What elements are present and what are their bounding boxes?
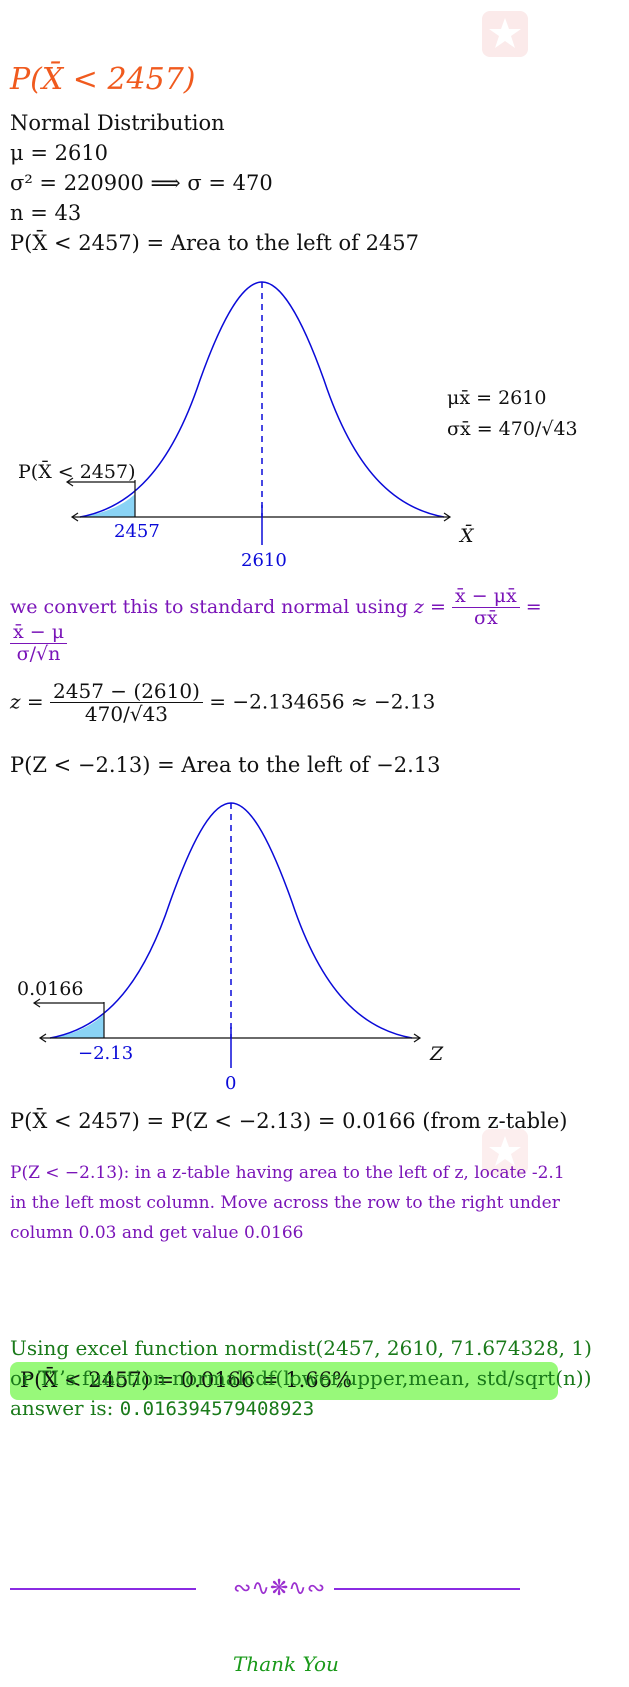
table-note-line-3: column 0.03 and get value 0.0166 xyxy=(10,1223,304,1243)
excel-answer-value: 0.016394579408923 xyxy=(119,1398,315,1420)
graph1-left-value: 2457 xyxy=(114,521,160,542)
answer-box xyxy=(10,1362,558,1400)
convert-fraction-2: x̄ − μ σ/√n xyxy=(10,622,68,666)
watermark-logo-icon xyxy=(482,11,528,57)
result-line: P(X̄ < 2457) = P(Z < −2.13) = 0.0166 (fr… xyxy=(10,1109,568,1133)
graph2-axis-label: Z xyxy=(430,1043,444,1065)
footer-rule-right xyxy=(334,1588,520,1590)
convert-den2: σ/√n xyxy=(16,642,61,665)
normal-curve-graph-2 xyxy=(32,802,422,1068)
z-calc-eq: z = xyxy=(10,689,44,714)
sigma-value: σ² = 220900 ⟹ σ = 470 xyxy=(10,171,273,195)
footer-rule-left xyxy=(10,1588,196,1590)
watermark-logo-icon-2 xyxy=(482,1129,528,1175)
final-answer: P(X̄ < 2457) = 0.0166 = 1.66% xyxy=(20,1368,352,1392)
n-value: n = 43 xyxy=(10,201,82,225)
z-calc-num: 2457 − (2610) xyxy=(50,680,203,703)
graph2-prob-label: 0.0166 xyxy=(17,978,84,1000)
thank-you-text: Thank You xyxy=(233,1652,339,1676)
excel-answer-label: answer is: xyxy=(10,1396,114,1420)
convert-eq: = xyxy=(525,595,542,618)
footer-ornament-icon: ∾∿❋∿∾ xyxy=(233,1576,326,1601)
graph2-mean-value: 0 xyxy=(225,1073,237,1094)
graph1-mu-xbar: μx̄ = 2610 xyxy=(447,387,547,409)
excel-line-1: Using excel function normdist(2457, 2610… xyxy=(10,1336,592,1360)
z-calc-den: 470/√43 xyxy=(84,702,168,726)
excel-line-2: or TI’s function normalcdf(lower,upper,m… xyxy=(10,1366,592,1390)
shaded-area-2 xyxy=(50,1014,104,1038)
table-note-line-2: in the left most column. Move across the… xyxy=(10,1193,560,1213)
distribution-label: Normal Distribution xyxy=(10,111,225,135)
convert-statement-2: x̄ − μ σ/√n xyxy=(10,622,68,666)
z-calculation: z = 2457 − (2610) 470/√43 = −2.134656 ≈ … xyxy=(10,680,435,726)
convert-den1: σx̄ xyxy=(473,606,498,629)
table-note-line-1: P(Z < −2.13): in a z-table having area t… xyxy=(10,1163,565,1183)
graph2-left-value: −2.13 xyxy=(78,1043,134,1064)
z-calc-result: = −2.134656 ≈ −2.13 xyxy=(209,689,436,714)
z-probability-statement: P(Z < −2.13) = Area to the left of −2.13 xyxy=(10,753,441,777)
convert-z-eq: z = xyxy=(413,595,446,618)
graph1-axis-label: X̄ xyxy=(460,525,474,547)
normal-curve-graph-1 xyxy=(65,281,452,545)
excel-line-3: answer is: 0.016394579408923 xyxy=(10,1396,314,1420)
graph1-prob-label: P(X̄ < 2457) xyxy=(18,461,136,483)
convert-num2: x̄ − μ xyxy=(10,622,68,644)
convert-text: we convert this to standard normal using xyxy=(10,595,408,618)
graph1-sigma-xbar: σx̄ = 470/√43 xyxy=(447,418,578,440)
convert-num1: x̄ − μx̄ xyxy=(451,586,520,608)
mu-value: μ = 2610 xyxy=(10,141,109,165)
z-calc-fraction: 2457 − (2610) 470/√43 xyxy=(50,680,203,726)
graph1-mean-value: 2610 xyxy=(241,550,287,571)
convert-statement: we convert this to standard normal using… xyxy=(10,586,542,630)
probability-statement: P(X̄ < 2457) = Area to the left of 2457 xyxy=(10,231,420,255)
convert-fraction-1: x̄ − μx̄ σx̄ xyxy=(451,586,520,630)
shaded-area-1 xyxy=(80,494,135,517)
page-title: P(X̄ < 2457) xyxy=(10,62,196,97)
